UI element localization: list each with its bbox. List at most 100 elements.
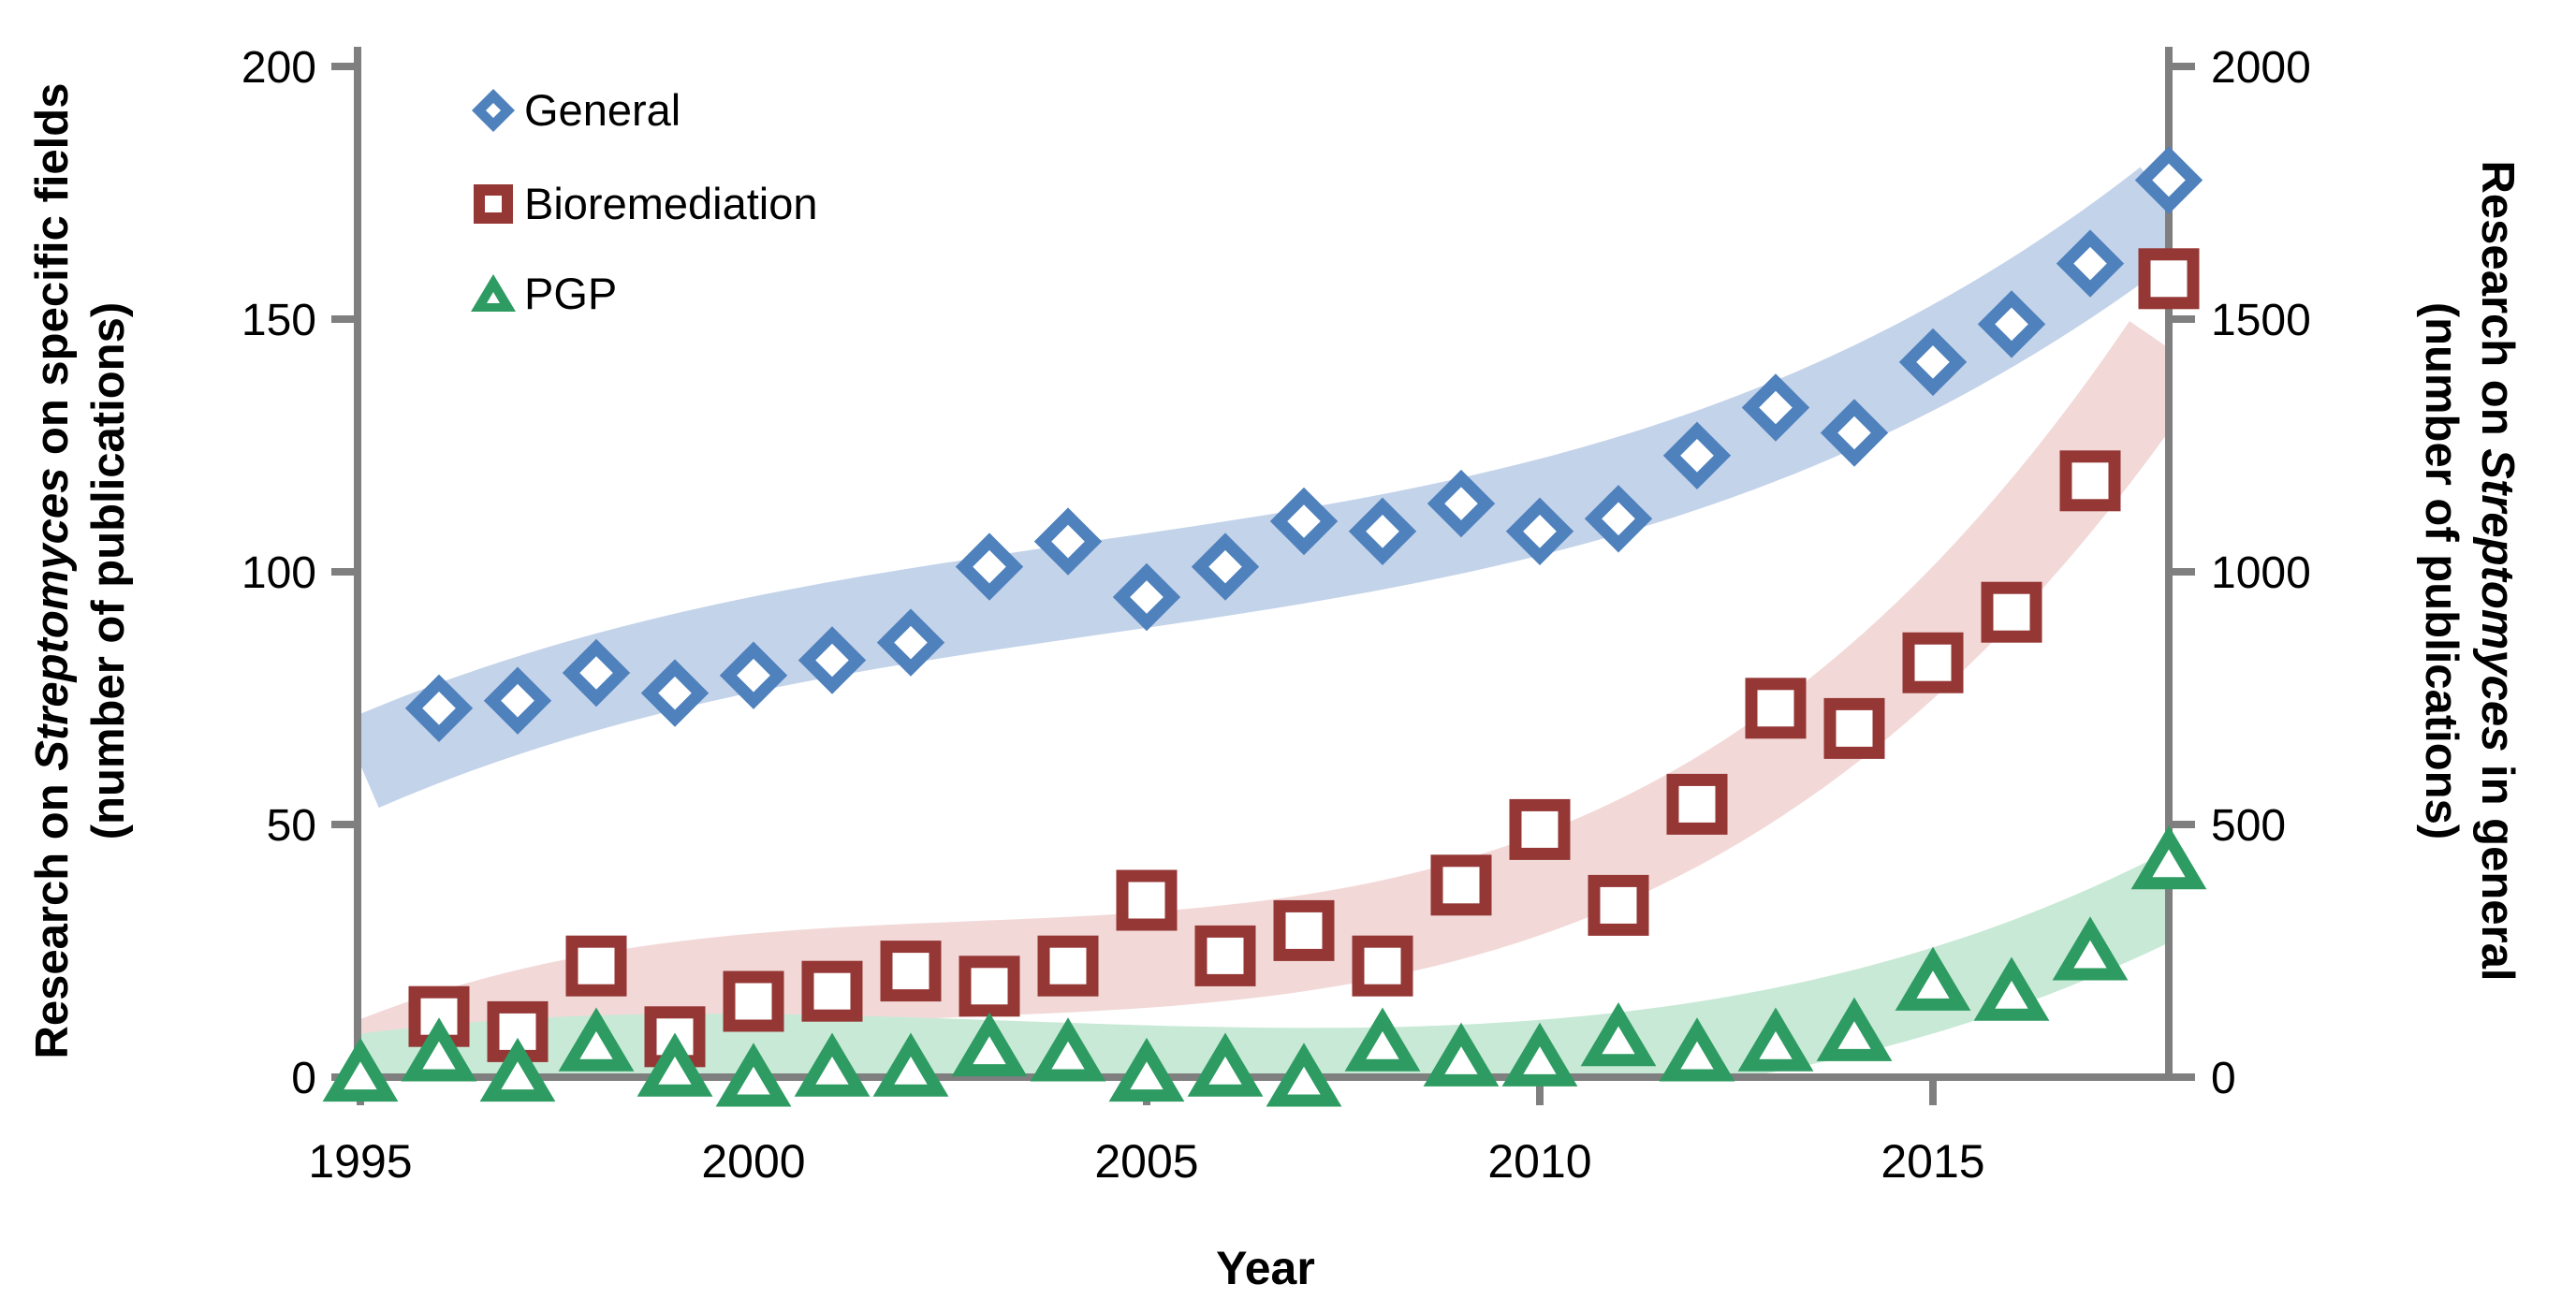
trend-bands	[360, 167, 2169, 1075]
left-axis-subtitle: (number of publications)	[83, 302, 134, 839]
data-point-bioremediation-2010	[1509, 798, 1571, 860]
right-axis-title: Research on Streptomyces in general	[2472, 161, 2523, 982]
data-point-pgp-2015	[1895, 946, 1971, 1011]
data-point-general-2004	[1033, 507, 1103, 576]
series-general	[404, 146, 2203, 742]
data-point-bioremediation-2018	[2138, 248, 2200, 310]
data-point-general-1997	[483, 666, 552, 735]
data-point-pgp-2009	[1423, 1022, 1500, 1087]
data-point-pgp-2006	[1187, 1032, 1264, 1097]
legend-label: PGP	[524, 269, 617, 318]
data-point-general-2018	[2134, 146, 2203, 214]
x-axis-title: Year	[1216, 1242, 1315, 1294]
data-point-pgp-2016	[1973, 956, 2050, 1021]
data-point-pgp-1995	[322, 1037, 399, 1102]
right-axis-subtitle: (number of publications)	[2416, 302, 2466, 839]
data-point-pgp-1998	[558, 1007, 635, 1072]
x-tick-label: 2015	[1881, 1135, 1984, 1188]
data-point-pgp-2008	[1344, 1007, 1421, 1072]
left-axis-title: Research on Streptomyces on specific fie…	[27, 83, 78, 1059]
data-point-pgp-2012	[1659, 1017, 1735, 1082]
legend-icon-inner	[485, 196, 502, 212]
data-point-general-2015	[1898, 328, 1968, 397]
trend-band-general	[360, 167, 2169, 809]
data-point-pgp-1996	[401, 1017, 477, 1082]
data-point-bioremediation-2003	[959, 956, 1020, 1017]
left-tick-label: 100	[242, 548, 316, 598]
data-point-general-2011	[1584, 485, 1653, 553]
data-point-pgp-2000	[715, 1043, 792, 1107]
right-tick-label: 2000	[2211, 43, 2311, 93]
data-point-bioremediation-2014	[1823, 697, 1885, 759]
x-tick-label: 1995	[308, 1135, 412, 1188]
left-tick-label: 50	[267, 801, 316, 851]
data-point-pgp-2005	[1108, 1037, 1185, 1102]
data-point-pgp-2010	[1501, 1022, 1578, 1087]
data-point-pgp-2002	[872, 1032, 949, 1097]
data-point-pgp-2011	[1580, 1002, 1657, 1067]
right-tick-label: 500	[2211, 801, 2286, 851]
data-point-pgp-2004	[1030, 1017, 1106, 1082]
series-bioremediation	[408, 248, 2200, 1068]
data-point-bioremediation-2012	[1666, 773, 1728, 835]
left-tick-label: 150	[242, 296, 316, 345]
data-point-general-2017	[2056, 229, 2125, 298]
data-point-pgp-2014	[1816, 997, 1893, 1061]
data-point-general-2000	[719, 641, 788, 709]
data-point-general-2001	[798, 626, 867, 694]
data-point-bioremediation-2006	[1194, 925, 1256, 986]
legend-label: General	[524, 85, 681, 135]
data-point-pgp-1999	[637, 1032, 713, 1097]
legend-item-pgp: PGP	[471, 269, 617, 318]
data-point-general-2016	[1977, 290, 2046, 358]
data-point-bioremediation-2013	[1745, 678, 1807, 739]
legend-label: Bioremediation	[524, 179, 818, 228]
data-point-bioremediation-2002	[880, 941, 942, 1002]
trend-band-bioremediation	[360, 321, 2169, 1075]
data-point-general-2007	[1269, 487, 1339, 556]
data-point-general-2008	[1348, 497, 1417, 565]
data-point-bioremediation-2017	[2059, 450, 2121, 512]
series-pgp	[322, 825, 2207, 1107]
data-point-bioremediation-2011	[1588, 874, 1649, 936]
data-point-pgp-2003	[951, 1012, 1028, 1077]
right-tick-label: 0	[2211, 1054, 2236, 1103]
data-point-pgp-2013	[1737, 1007, 1814, 1072]
data-point-general-2012	[1662, 421, 1732, 489]
data-point-general-2005	[1112, 562, 1181, 632]
data-point-general-2006	[1191, 532, 1260, 601]
data-point-bioremediation-2001	[801, 960, 863, 1022]
legend: General Bioremediation PGP	[471, 85, 818, 318]
legend-icon-inner	[487, 292, 500, 303]
data-point-pgp-2007	[1266, 1043, 1342, 1107]
data-point-bioremediation-2009	[1430, 854, 1492, 916]
left-tick-label: 200	[242, 43, 316, 93]
data-point-pgp-1997	[479, 1037, 556, 1102]
legend-icon-inner	[486, 103, 501, 118]
data-point-pgp-2017	[2052, 916, 2129, 981]
data-point-general-2003	[955, 532, 1024, 601]
data-point-general-2002	[876, 608, 945, 677]
data-point-general-1999	[640, 659, 710, 727]
data-point-bioremediation-1998	[565, 935, 627, 997]
legend-item-bioremediation: Bioremediation	[474, 179, 818, 228]
data-point-bioremediation-2004	[1037, 935, 1099, 997]
x-tick-label: 2000	[701, 1135, 805, 1188]
legend-item-general: General	[472, 85, 681, 135]
data-point-bioremediation-2008	[1352, 935, 1413, 997]
data-point-bioremediation-2015	[1902, 632, 1964, 693]
data-point-bioremediation-2005	[1116, 869, 1178, 931]
x-tick-label: 2010	[1487, 1135, 1591, 1188]
data-point-bioremediation-2000	[723, 970, 784, 1032]
data-point-general-1998	[562, 638, 631, 708]
left-tick-label: 0	[291, 1054, 316, 1103]
data-point-bioremediation-2016	[1981, 581, 2042, 643]
x-tick-label: 2005	[1094, 1135, 1198, 1188]
right-tick-label: 1000	[2211, 548, 2311, 598]
data-point-pgp-2018	[2130, 825, 2207, 890]
right-tick-label: 1500	[2211, 296, 2311, 345]
data-point-pgp-2001	[794, 1032, 871, 1097]
data-point-general-2010	[1505, 497, 1574, 565]
